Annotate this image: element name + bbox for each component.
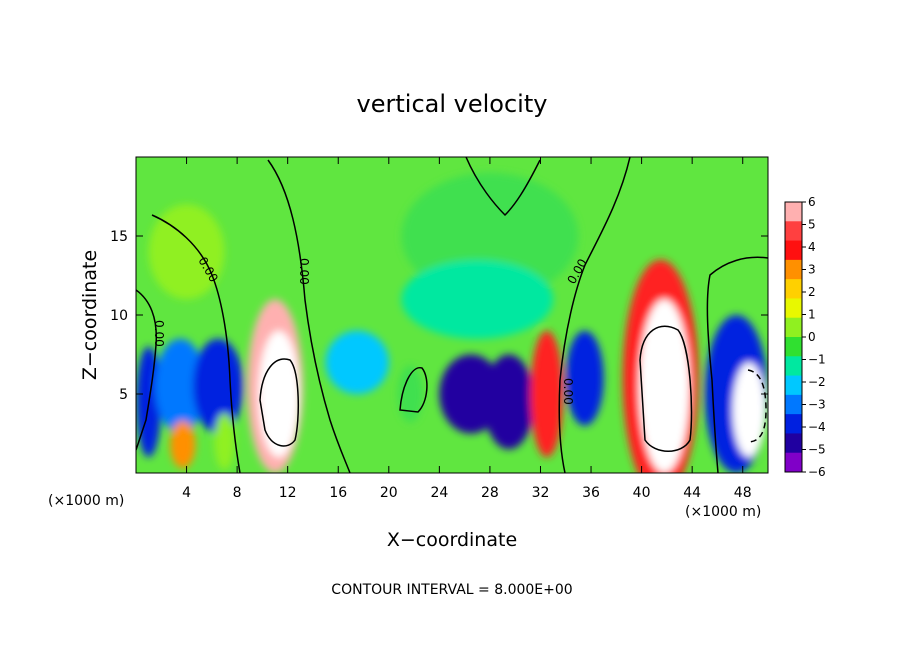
velocity-cell-8 (397, 365, 423, 423)
colorbar-swatch-1 (785, 221, 802, 242)
colorbar-label-5: 1 (808, 308, 816, 322)
velocity-cell-7 (325, 330, 389, 394)
colorbar-swatch-10 (785, 394, 802, 415)
x-tick-label-9: 40 (633, 485, 651, 501)
chart-title: vertical velocity (357, 90, 548, 118)
colorbar-label-12: −6 (808, 465, 826, 479)
velocity-cells (136, 172, 768, 473)
velocity-cell-11 (530, 330, 564, 458)
x-tick-label-8: 36 (582, 485, 600, 501)
x-tick-label-2: 12 (279, 485, 297, 501)
x-tick-label-10: 44 (683, 485, 701, 501)
plot-area: 0.00 0.00 0.00 0.00 0.00 (136, 157, 768, 473)
velocity-cell-18 (401, 259, 554, 339)
velocity-cell-10 (483, 354, 535, 450)
contour-line (706, 256, 768, 473)
contour-line (465, 157, 541, 217)
colorbar-swatch-8 (785, 356, 802, 377)
contour-line (639, 325, 693, 452)
x-axis-ticks: 4 8 12 16 20 24 28 32 36 40 44 48 (182, 157, 752, 501)
colorbar-label-4: 2 (808, 285, 816, 299)
contour-interval-note: CONTOUR INTERVAL = 8.000E+00 (331, 582, 572, 598)
velocity-cell-4 (214, 412, 235, 470)
velocity-cell-1 (154, 338, 206, 434)
colorbar-swatch-13 (785, 452, 802, 473)
contour-line (136, 289, 158, 451)
x-tick-label-1: 8 (233, 485, 242, 501)
y-axis-label: Z−coordinate (79, 250, 101, 380)
x-tick-label-3: 16 (329, 485, 347, 501)
x-tick-label-7: 32 (532, 485, 550, 501)
velocity-cell-6 (258, 330, 300, 458)
colorbar-swatch-0 (785, 202, 802, 222)
y-axis-ticks: 5 10 15 (110, 229, 768, 403)
colorbar-swatch-9 (785, 375, 802, 396)
contour-line (259, 358, 300, 447)
x-axis-unit-right: (×1000 m) (685, 504, 761, 520)
zero-contours (136, 157, 768, 473)
contour-line (399, 367, 428, 413)
colorbar-swatch-12 (785, 433, 802, 454)
colorbar-label-11: −5 (808, 443, 826, 457)
colorbar-label-3: 3 (808, 263, 816, 277)
x-axis-label: X−coordinate (387, 529, 517, 551)
x-tick-label-4: 20 (380, 485, 398, 501)
colorbar: 6 5 4 3 2 1 0 −1 −2 −3 −4 −5 −6 (784, 195, 826, 479)
x-tick-label-5: 24 (430, 485, 448, 501)
colorbar-label-0: 6 (808, 195, 816, 209)
contour-label: 0.00 (297, 258, 311, 285)
colorbar-label-6: 0 (808, 330, 816, 344)
colorbar-swatch-7 (785, 337, 802, 357)
colorbar-label-10: −4 (808, 420, 826, 434)
y-tick-label-2: 15 (110, 229, 128, 245)
colorbar-label-7: −1 (808, 353, 826, 367)
velocity-cell-3 (170, 420, 196, 469)
velocity-cell-16 (732, 362, 766, 458)
colorbar-swatch-6 (785, 317, 802, 338)
contour-line (267, 159, 351, 473)
contour-label: 0.00 (152, 320, 166, 347)
colorbar-label-8: −2 (808, 375, 826, 389)
colorbar-label-9: −3 (808, 398, 826, 412)
y-tick-label-0: 5 (119, 387, 128, 403)
colorbar-swatch-11 (785, 414, 802, 434)
x-tick-label-0: 4 (182, 485, 191, 501)
colorbar-label-2: 4 (808, 240, 816, 254)
velocity-cell-14 (639, 299, 690, 473)
contour-label: 0.00 (561, 378, 575, 405)
contour-line (558, 157, 631, 473)
y-tick-label-1: 10 (110, 308, 128, 324)
colorbar-label-1: 5 (808, 218, 816, 232)
velocity-cell-12 (565, 330, 604, 426)
velocity-cell-19 (148, 204, 225, 300)
x-axis-unit-left: (×1000 m) (48, 493, 124, 509)
colorbar-swatch-2 (785, 240, 802, 261)
contour-line (747, 369, 767, 443)
x-tick-label-11: 48 (734, 485, 752, 501)
colorbar-swatch-5 (785, 298, 802, 319)
contour-line (151, 214, 241, 473)
x-tick-label-6: 28 (481, 485, 499, 501)
colorbar-swatch-4 (785, 279, 802, 299)
colorbar-swatch-3 (785, 259, 802, 280)
velocity-cell-2 (192, 338, 244, 434)
